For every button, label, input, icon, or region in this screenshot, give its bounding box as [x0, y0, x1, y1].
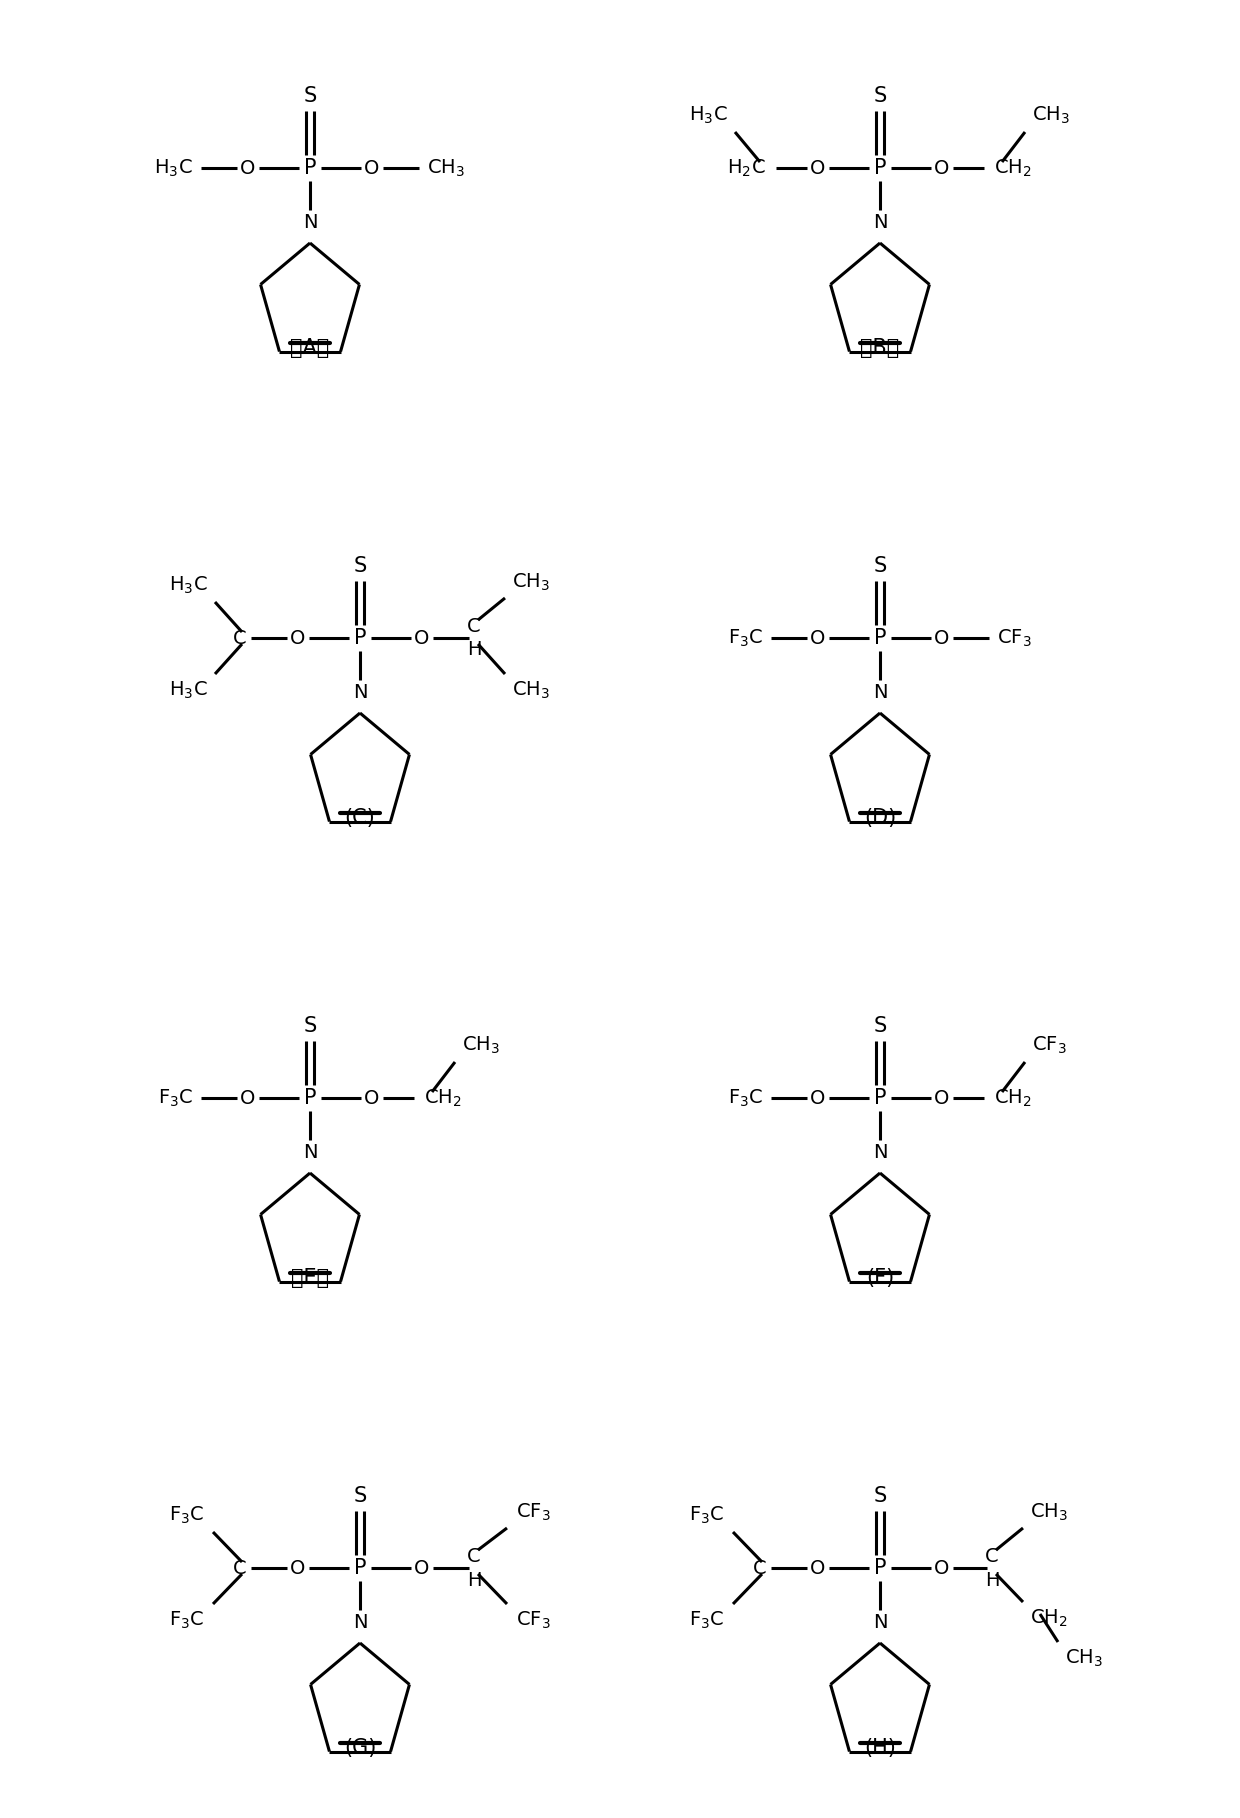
Text: H$_2$C: H$_2$C	[728, 158, 766, 178]
Text: CH$_3$: CH$_3$	[512, 571, 551, 593]
Text: (F): (F)	[866, 1267, 894, 1287]
Text: N: N	[352, 1614, 367, 1633]
Text: P: P	[353, 627, 366, 647]
Text: N: N	[873, 1144, 888, 1162]
Text: O: O	[290, 629, 306, 647]
Text: O: O	[241, 1089, 255, 1107]
Text: O: O	[934, 1558, 950, 1578]
Text: CH$_2$: CH$_2$	[994, 1087, 1032, 1109]
Text: P: P	[874, 627, 887, 647]
Text: P: P	[353, 1558, 366, 1578]
Text: N: N	[873, 213, 888, 233]
Text: P: P	[874, 1558, 887, 1578]
Text: F$_3$C: F$_3$C	[728, 627, 763, 649]
Text: C: C	[753, 1558, 766, 1578]
Text: (H): (H)	[864, 1738, 897, 1758]
Text: N: N	[873, 1614, 888, 1633]
Text: CF$_3$: CF$_3$	[516, 1611, 551, 1631]
Text: （B）: （B）	[861, 338, 900, 358]
Text: P: P	[874, 158, 887, 178]
Text: N: N	[873, 684, 888, 702]
Text: C: C	[467, 1547, 481, 1565]
Text: O: O	[414, 1558, 430, 1578]
Text: F$_3$C: F$_3$C	[728, 1087, 763, 1109]
Text: S: S	[304, 85, 316, 105]
Text: O: O	[241, 158, 255, 178]
Text: O: O	[934, 1089, 950, 1107]
Text: N: N	[303, 213, 317, 233]
Text: CH$_3$: CH$_3$	[463, 1034, 500, 1056]
Text: CH$_2$: CH$_2$	[424, 1087, 461, 1109]
Text: C: C	[232, 629, 246, 647]
Text: O: O	[810, 158, 826, 178]
Text: （A）: （A）	[290, 338, 330, 358]
Text: CH$_3$: CH$_3$	[1032, 105, 1070, 125]
Text: F$_3$C: F$_3$C	[157, 1087, 193, 1109]
Text: C: C	[232, 1558, 246, 1578]
Text: S: S	[873, 85, 887, 105]
Text: H: H	[466, 640, 481, 660]
Text: H: H	[985, 1571, 999, 1589]
Text: O: O	[810, 629, 826, 647]
Text: H$_3$C: H$_3$C	[170, 680, 208, 702]
Text: (C): (C)	[345, 807, 376, 827]
Text: S: S	[873, 1016, 887, 1036]
Text: O: O	[365, 158, 379, 178]
Text: P: P	[874, 1087, 887, 1107]
Text: CH$_3$: CH$_3$	[1030, 1502, 1068, 1523]
Text: CH$_3$: CH$_3$	[1065, 1647, 1104, 1669]
Text: CF$_3$: CF$_3$	[1032, 1034, 1066, 1056]
Text: H$_3$C: H$_3$C	[154, 158, 193, 178]
Text: F$_3$C: F$_3$C	[169, 1505, 205, 1525]
Text: S: S	[873, 556, 887, 576]
Text: S: S	[353, 556, 367, 576]
Text: S: S	[873, 1485, 887, 1505]
Text: S: S	[304, 1016, 316, 1036]
Text: C: C	[467, 616, 481, 636]
Text: F$_3$C: F$_3$C	[688, 1611, 724, 1631]
Text: N: N	[352, 684, 367, 702]
Text: CF$_3$: CF$_3$	[516, 1502, 551, 1523]
Text: O: O	[414, 629, 430, 647]
Text: O: O	[810, 1558, 826, 1578]
Text: O: O	[365, 1089, 379, 1107]
Text: CH$_3$: CH$_3$	[512, 680, 551, 702]
Text: CH$_2$: CH$_2$	[1030, 1607, 1068, 1629]
Text: C: C	[986, 1547, 998, 1565]
Text: CH$_3$: CH$_3$	[427, 158, 465, 178]
Text: O: O	[810, 1089, 826, 1107]
Text: P: P	[304, 158, 316, 178]
Text: F$_3$C: F$_3$C	[688, 1505, 724, 1525]
Text: O: O	[934, 158, 950, 178]
Text: O: O	[934, 629, 950, 647]
Text: S: S	[353, 1485, 367, 1505]
Text: CH$_2$: CH$_2$	[994, 158, 1032, 178]
Text: (G): (G)	[343, 1738, 376, 1758]
Text: O: O	[290, 1558, 306, 1578]
Text: CF$_3$: CF$_3$	[997, 627, 1032, 649]
Text: (D): (D)	[864, 807, 897, 827]
Text: F$_3$C: F$_3$C	[169, 1611, 205, 1631]
Text: H: H	[466, 1571, 481, 1589]
Text: P: P	[304, 1087, 316, 1107]
Text: H$_3$C: H$_3$C	[689, 105, 728, 125]
Text: H$_3$C: H$_3$C	[170, 574, 208, 596]
Text: N: N	[303, 1144, 317, 1162]
Text: （E）: （E）	[291, 1267, 329, 1287]
